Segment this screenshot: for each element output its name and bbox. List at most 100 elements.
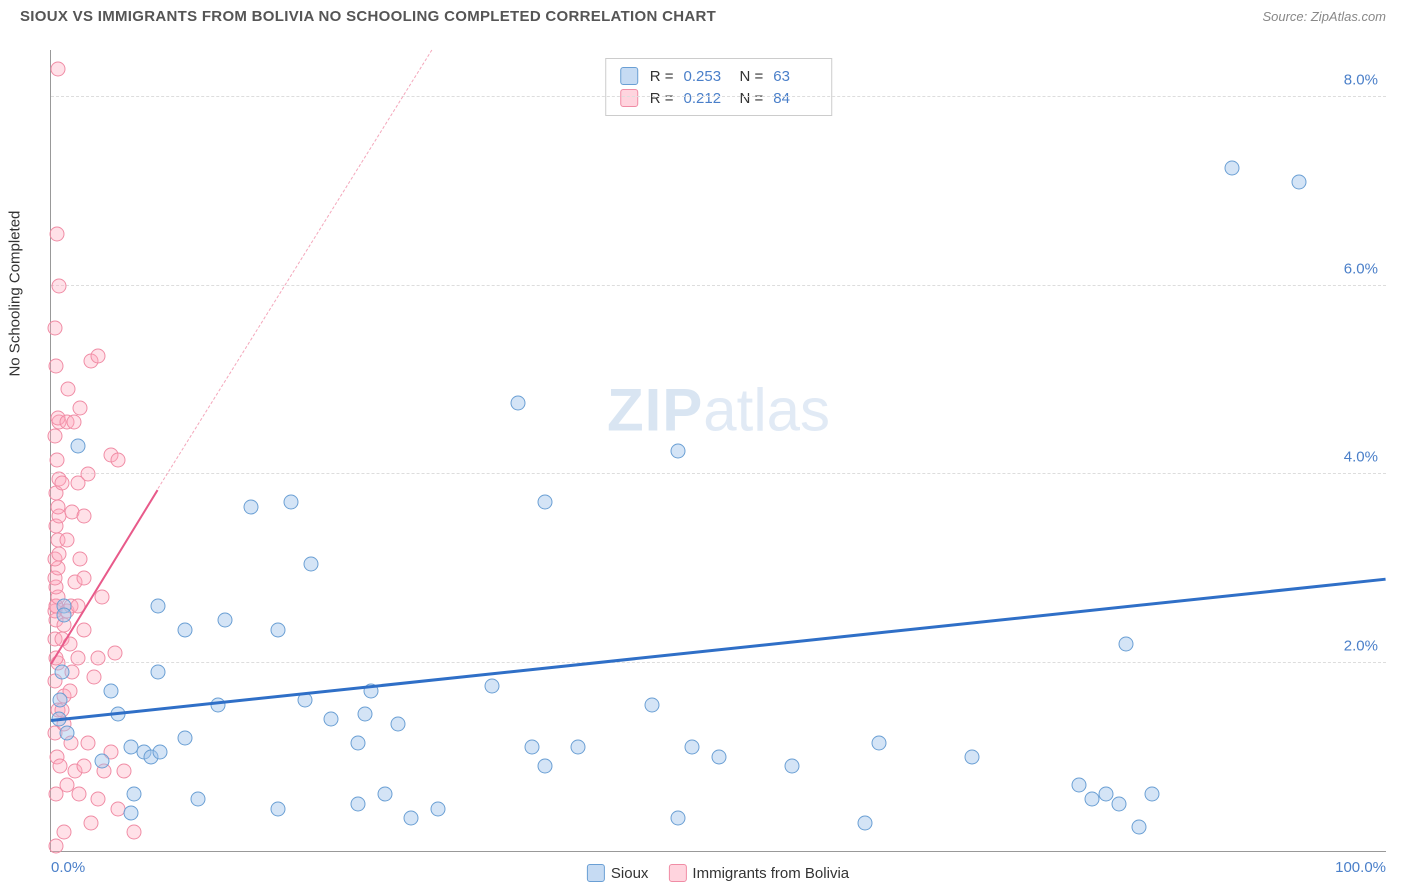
scatter-point [304,556,319,571]
scatter-point [90,792,105,807]
chart-header: SIOUX VS IMMIGRANTS FROM BOLIVIA NO SCHO… [0,0,1406,29]
legend-swatch [587,864,605,882]
watermark-atlas: atlas [703,377,830,444]
trend-line [51,578,1386,722]
scatter-point [524,740,539,755]
scatter-point [108,646,123,661]
scatter-point [66,415,81,430]
scatter-point [671,811,686,826]
scatter-point [54,476,69,491]
scatter-point [53,759,68,774]
scatter-point [84,815,99,830]
scatter-point [858,815,873,830]
scatter-point [70,438,85,453]
scatter-point [351,735,366,750]
watermark: ZIPatlas [607,376,830,445]
scatter-point [1292,174,1307,189]
scatter-point [77,509,92,524]
chart-title: SIOUX VS IMMIGRANTS FROM BOLIVIA NO SCHO… [20,8,716,25]
scatter-point [784,759,799,774]
gridline [51,662,1386,663]
bottom-legend: Sioux Immigrants from Bolivia [587,864,849,882]
scatter-point [391,716,406,731]
scatter-point [117,763,132,778]
scatter-point [1071,778,1086,793]
scatter-point [150,664,165,679]
n-label: N = [740,90,764,107]
plot-area: ZIPatlas R =0.253N =63R =0.212N =84 2.0%… [50,50,1386,852]
scatter-point [90,349,105,364]
scatter-point [53,693,68,708]
scatter-point [571,740,586,755]
scatter-point [284,495,299,510]
scatter-point [871,735,886,750]
scatter-point [49,839,64,854]
scatter-point [351,796,366,811]
scatter-point [48,321,63,336]
scatter-point [270,801,285,816]
scatter-point [1145,787,1160,802]
scatter-point [1132,820,1147,835]
scatter-point [54,664,69,679]
n-label: N = [740,68,764,85]
y-axis-title: No Schooling Completed [7,211,24,377]
n-value: 84 [773,90,817,107]
scatter-point [60,778,75,793]
scatter-point [537,759,552,774]
gridline [51,473,1386,474]
scatter-point [81,735,96,750]
scatter-point [1118,636,1133,651]
scatter-point [190,792,205,807]
scatter-point [50,226,65,241]
scatter-point [150,599,165,614]
scatter-point [73,401,88,416]
scatter-point [177,730,192,745]
scatter-point [81,467,96,482]
scatter-point [1225,160,1240,175]
scatter-point [104,683,119,698]
scatter-point [1112,796,1127,811]
scatter-point [70,650,85,665]
r-value: 0.212 [684,90,728,107]
scatter-point [61,382,76,397]
scatter-point [431,801,446,816]
scatter-point [484,679,499,694]
trend-line-dashed [157,50,432,489]
r-value: 0.253 [684,68,728,85]
scatter-point [90,650,105,665]
scatter-point [357,707,372,722]
scatter-point [537,495,552,510]
scatter-point [511,396,526,411]
r-label: R = [650,68,674,85]
scatter-point [48,429,63,444]
scatter-point [126,825,141,840]
scatter-point [50,61,65,76]
legend-item: Sioux [587,864,649,882]
n-value: 63 [773,68,817,85]
scatter-point [711,749,726,764]
scatter-point [77,622,92,637]
y-tick-label: 8.0% [1344,72,1378,89]
scatter-point [60,726,75,741]
gridline [51,285,1386,286]
y-tick-label: 4.0% [1344,449,1378,466]
stats-row: R =0.212N =84 [620,87,818,109]
scatter-point [1098,787,1113,802]
legend-swatch [668,864,686,882]
scatter-point [57,608,72,623]
scatter-point [52,278,67,293]
legend-swatch [620,67,638,85]
scatter-point [77,759,92,774]
scatter-point [50,452,65,467]
legend-label: Sioux [611,865,649,882]
legend-item: Immigrants from Bolivia [668,864,849,882]
scatter-point [377,787,392,802]
scatter-point [217,613,232,628]
y-tick-label: 6.0% [1344,260,1378,277]
watermark-zip: ZIP [607,377,703,444]
stats-box: R =0.253N =63R =0.212N =84 [605,58,833,116]
chart-container: No Schooling Completed ZIPatlas R =0.253… [50,50,1386,852]
x-tick-label: 0.0% [51,859,85,876]
legend-swatch [620,89,638,107]
scatter-point [644,697,659,712]
